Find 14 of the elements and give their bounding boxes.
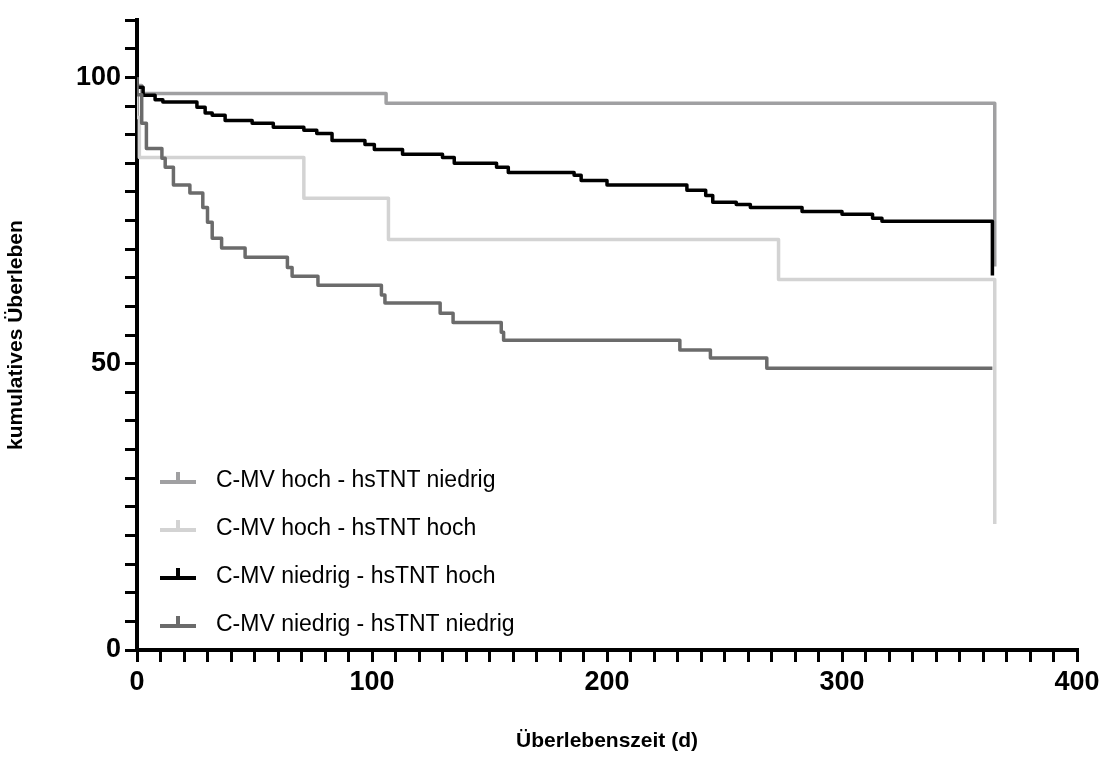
legend-label: C-MV hoch - hsTNT niedrig bbox=[216, 465, 496, 494]
y-tick-label: 50 bbox=[90, 347, 121, 378]
legend-label: C-MV niedrig - hsTNT hoch bbox=[216, 561, 496, 590]
x-tick-label: 300 bbox=[819, 665, 865, 696]
legend-label: C-MV niedrig - hsTNT niedrig bbox=[216, 609, 515, 638]
y-axis-title: kumulatives Überleben bbox=[3, 220, 27, 451]
x-tick-label: 400 bbox=[1054, 665, 1100, 696]
legend-label: C-MV hoch - hsTNT hoch bbox=[216, 513, 477, 542]
x-tick-label: 0 bbox=[129, 665, 145, 696]
x-tick-label: 100 bbox=[349, 665, 395, 696]
y-tick-label: 0 bbox=[105, 633, 121, 664]
y-tick-label: 100 bbox=[75, 60, 121, 91]
x-axis-title: Überlebenszeit (d) bbox=[515, 728, 699, 752]
x-tick-label: 200 bbox=[584, 665, 630, 696]
